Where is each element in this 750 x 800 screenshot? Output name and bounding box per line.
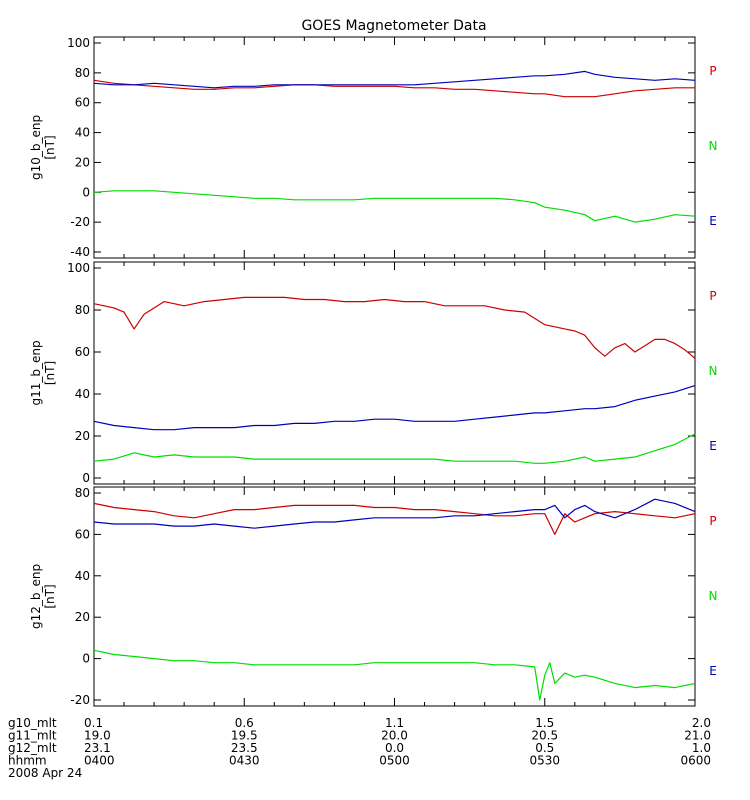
y-tick-label: 0 <box>82 652 90 666</box>
series-line-P <box>93 296 696 359</box>
x-axis-labels: g10_mlt 0.1 0.6 1.1 1.5 2.0 g11_mlt 19.0 19.5 20.… <box>8 716 711 780</box>
x-row-name: g12_mlt <box>8 741 57 755</box>
legend-P: P <box>709 289 716 303</box>
y-tick-label: 20 <box>75 610 90 624</box>
y-tick-label: 40 <box>75 387 90 401</box>
x-row-value: 20.5 <box>531 729 558 743</box>
y-tick-label: 40 <box>75 569 90 583</box>
series-line-N <box>93 649 696 701</box>
x-row-value: 19.0 <box>84 729 111 743</box>
series-line-N <box>93 433 696 464</box>
y-tick-label: 60 <box>75 345 90 359</box>
series-line-E <box>93 70 696 89</box>
x-row-value: 23.1 <box>84 741 111 755</box>
y-tick-label: 60 <box>75 527 90 541</box>
legend-N: N <box>709 139 718 153</box>
y-axis-label: g11_b_enp <box>29 340 43 405</box>
y-tick-label: 80 <box>75 66 90 80</box>
x-row-value: 0400 <box>84 754 115 768</box>
x-row-value: 1.5 <box>535 716 554 730</box>
series-line-E <box>93 385 696 431</box>
x-row-value: 0.1 <box>84 716 103 730</box>
y-tick-label: 20 <box>75 429 90 443</box>
y-tick-label: 100 <box>67 261 90 275</box>
panel-2: 0 20 40 60 80 100 g11_b_enp [nT] P N E <box>29 261 717 485</box>
x-date-label: 2008 Apr 24 <box>8 766 82 780</box>
y-tick-label: 100 <box>67 36 90 50</box>
x-row-value: 0500 <box>379 754 410 768</box>
y-tick-label: 80 <box>75 303 90 317</box>
x-row-value: 21.0 <box>684 729 711 743</box>
x-row-value: 0.5 <box>535 741 554 755</box>
legend-P: P <box>709 514 716 528</box>
x-row-value: 0600 <box>680 754 711 768</box>
x-row-value: 20.0 <box>381 729 408 743</box>
y-axis-unit: [nT] <box>43 361 57 385</box>
x-row-name: g11_mlt <box>8 729 57 743</box>
y-tick-label: 60 <box>75 96 90 110</box>
chart-title: GOES Magnetometer Data <box>301 18 486 34</box>
x-row-value: 0530 <box>529 754 560 768</box>
series-line-E <box>93 498 696 529</box>
legend-E: E <box>709 664 717 678</box>
x-row-value: 1.1 <box>385 716 404 730</box>
y-tick-label: 80 <box>75 486 90 500</box>
x-row-value: 19.5 <box>231 729 258 743</box>
y-tick-label: -40 <box>70 245 90 259</box>
x-row-name: g10_mlt <box>8 716 57 730</box>
panel-1: -40 -20 0 20 40 60 80 100 g10_b_enp [nT] P N E <box>29 36 717 259</box>
x-row-value: 0.6 <box>235 716 254 730</box>
x-row-name: hhmm <box>8 754 47 768</box>
series-line-N <box>93 190 696 223</box>
x-row-value: 2.0 <box>692 716 711 730</box>
series-line-P <box>93 79 695 98</box>
legend-N: N <box>709 589 718 603</box>
y-axis-label: g10_b_enp <box>29 115 43 180</box>
y-tick-label: 40 <box>75 126 90 140</box>
legend-P: P <box>709 64 716 78</box>
legend-E: E <box>709 439 717 453</box>
x-row-value: 1.0 <box>692 741 711 755</box>
panel-3: -20 0 20 40 60 80 g12_b_enp [nT] P N E <box>29 486 717 707</box>
legend-N: N <box>709 364 718 378</box>
y-tick-label: -20 <box>70 693 90 707</box>
legend-E: E <box>709 214 717 228</box>
y-axis-label: g12_b_enp <box>29 564 43 629</box>
y-tick-label: 0 <box>82 185 90 199</box>
y-tick-label: 20 <box>75 155 90 169</box>
x-row-value: 0.0 <box>385 741 404 755</box>
x-row-value: 0430 <box>229 754 260 768</box>
y-tick-label: 0 <box>82 471 90 485</box>
x-row-value: 23.5 <box>231 741 258 755</box>
series-line-P <box>93 502 696 536</box>
y-tick-label: -20 <box>70 215 90 229</box>
y-axis-unit: [nT] <box>43 584 57 608</box>
y-axis-unit: [nT] <box>43 135 57 159</box>
